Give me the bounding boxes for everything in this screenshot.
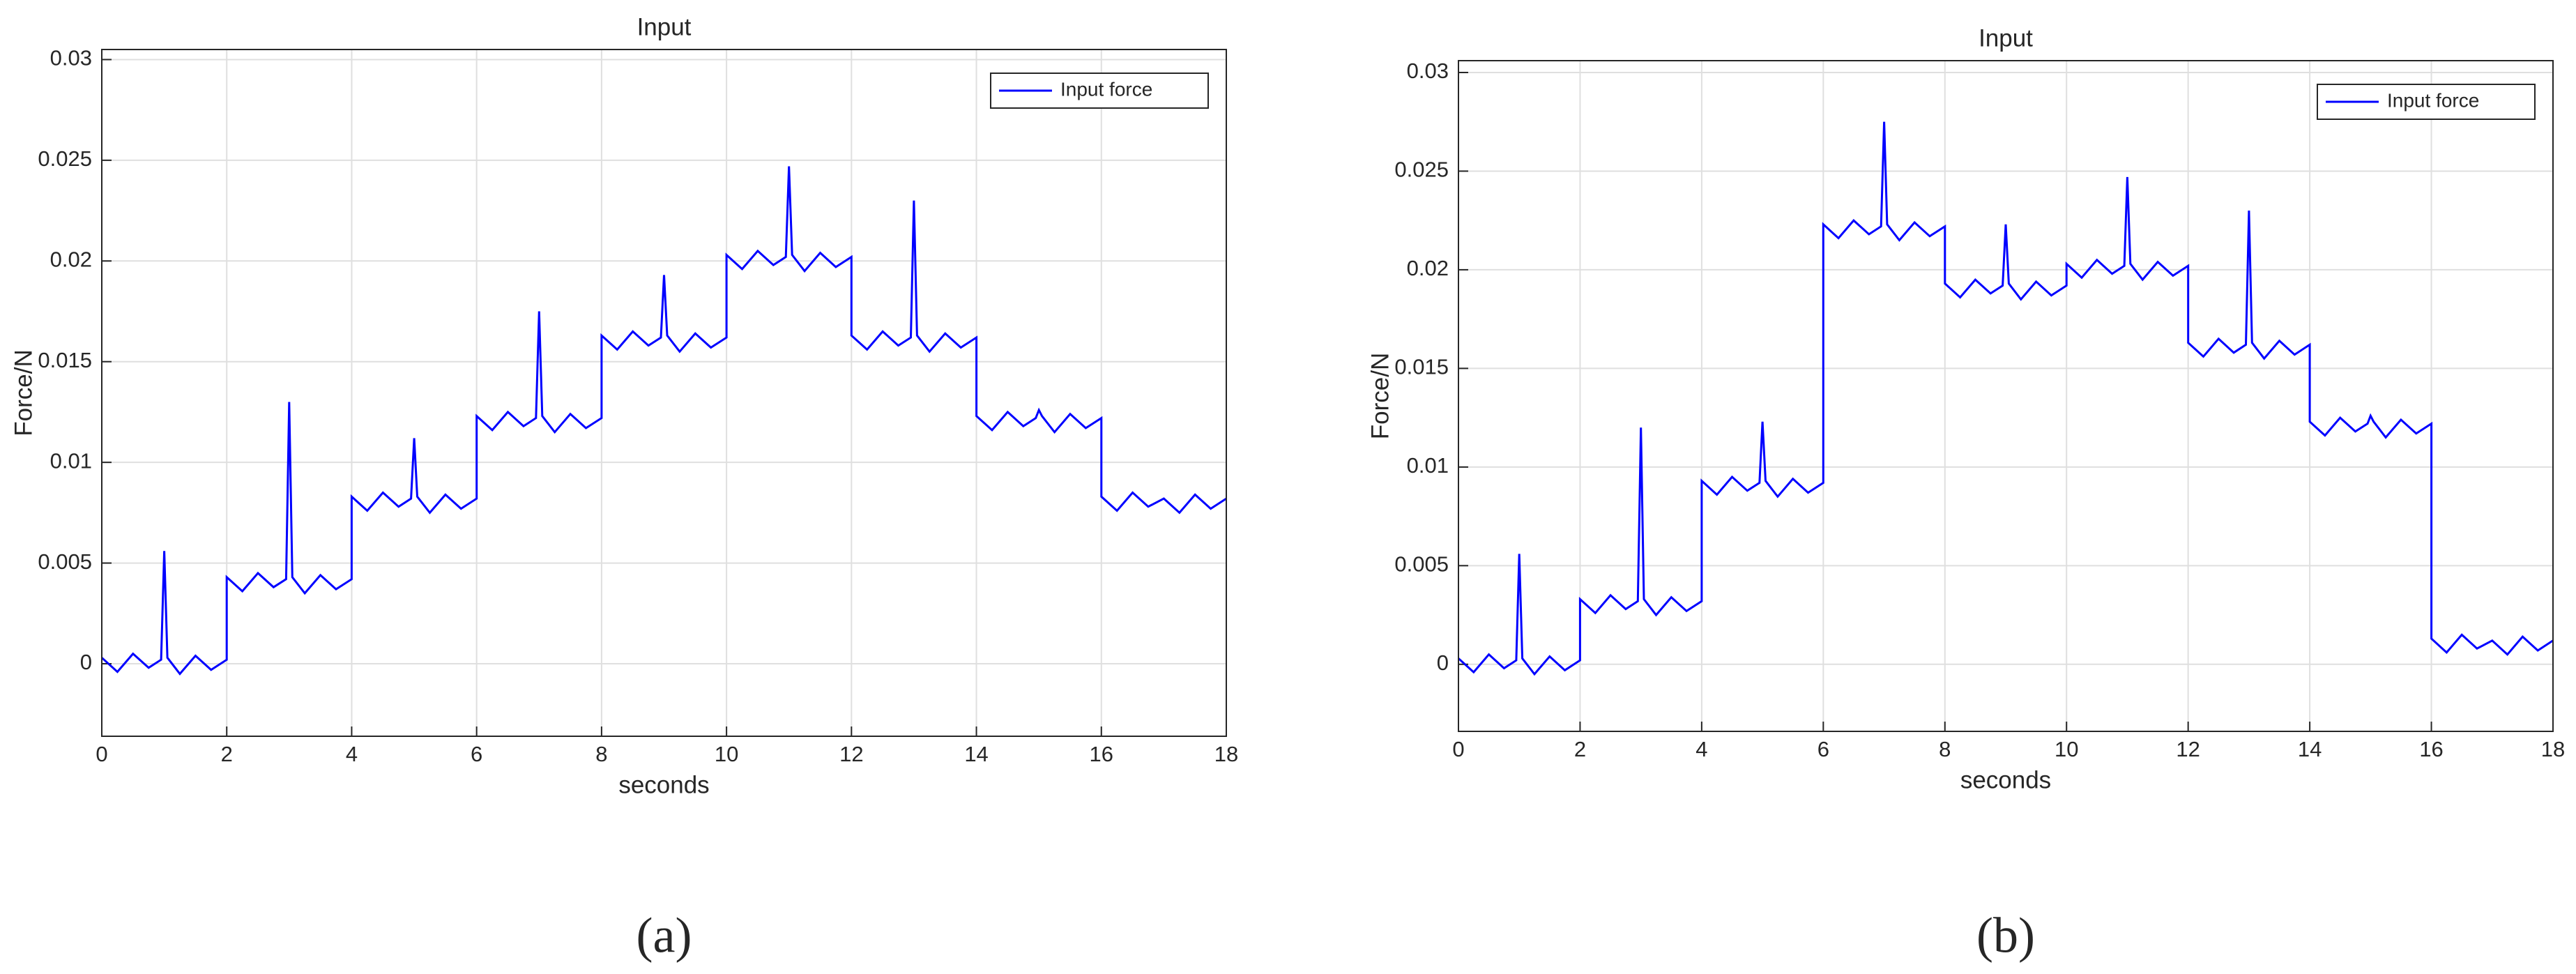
y-tick-label: 0.02 bbox=[50, 247, 92, 271]
legend-label: Input force bbox=[2387, 89, 2479, 111]
y-tick-label: 0.005 bbox=[1394, 552, 1449, 577]
y-axis-label: Force/N bbox=[10, 349, 37, 436]
x-tick-label: 14 bbox=[2298, 737, 2322, 761]
x-tick-label: 6 bbox=[1817, 737, 1829, 761]
x-tick-label: 16 bbox=[2419, 737, 2443, 761]
x-tick-label: 14 bbox=[964, 742, 988, 766]
x-tick-label: 12 bbox=[2176, 737, 2200, 761]
x-tick-label: 8 bbox=[595, 742, 607, 766]
x-tick-label: 0 bbox=[1452, 737, 1464, 761]
axes-frame bbox=[101, 49, 1227, 737]
x-tick-label: 18 bbox=[1214, 742, 1238, 766]
data-line bbox=[1457, 121, 2554, 676]
plot-area bbox=[102, 50, 1226, 736]
chart-title: Input bbox=[1979, 24, 2033, 52]
y-tick-label: 0.02 bbox=[1407, 256, 1449, 280]
x-tick-label: 2 bbox=[1574, 737, 1586, 761]
chart-title: Input bbox=[637, 13, 692, 40]
x-tick-label: 2 bbox=[221, 742, 233, 766]
x-tick-label: 16 bbox=[1090, 742, 1113, 766]
plot-area bbox=[1458, 61, 2553, 731]
y-axis-label: Force/N bbox=[1366, 353, 1394, 439]
data-line bbox=[100, 166, 1227, 676]
y-tick-label: 0.01 bbox=[50, 448, 92, 473]
y-tick-label: 0.01 bbox=[1407, 453, 1449, 478]
y-tick-label: 0.03 bbox=[1407, 59, 1449, 83]
caption: (b) bbox=[1976, 908, 2035, 964]
x-axis-label: seconds bbox=[1960, 766, 2051, 793]
x-tick-label: 4 bbox=[346, 742, 358, 766]
x-tick-label: 10 bbox=[2055, 737, 2078, 761]
y-tick-label: 0 bbox=[80, 650, 92, 674]
x-tick-label: 4 bbox=[1695, 737, 1707, 761]
y-tick-label: 0.015 bbox=[38, 348, 92, 372]
x-tick-label: 6 bbox=[471, 742, 482, 766]
legend-label: Input force bbox=[1060, 78, 1152, 100]
caption: (a) bbox=[637, 908, 692, 964]
y-tick-label: 0.015 bbox=[1394, 355, 1449, 379]
x-tick-label: 18 bbox=[2541, 737, 2565, 761]
y-tick-label: 0.005 bbox=[38, 549, 92, 574]
axes-frame bbox=[1458, 60, 2554, 732]
x-tick-label: 8 bbox=[1939, 737, 1951, 761]
x-tick-label: 10 bbox=[715, 742, 738, 766]
x-axis-label: seconds bbox=[618, 771, 709, 798]
y-tick-label: 0 bbox=[1437, 650, 1449, 675]
x-tick-label: 12 bbox=[839, 742, 863, 766]
y-tick-label: 0.025 bbox=[1394, 158, 1449, 182]
y-tick-label: 0.025 bbox=[38, 146, 92, 171]
y-tick-label: 0.03 bbox=[50, 46, 92, 70]
x-tick-label: 0 bbox=[96, 742, 107, 766]
